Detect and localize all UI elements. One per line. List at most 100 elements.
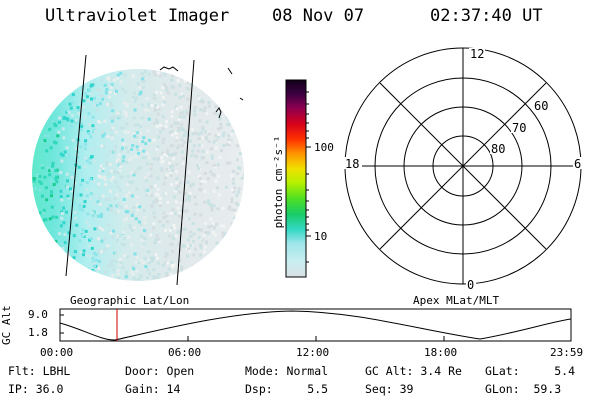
speckle-pixel	[87, 99, 91, 103]
speckle-pixel	[207, 225, 211, 229]
speckle-pixel	[94, 194, 98, 198]
speckle-pixel	[125, 114, 128, 118]
speckle-pixel	[115, 193, 119, 197]
speckle-pixel	[50, 205, 54, 209]
speckle-pixel	[100, 250, 103, 254]
speckle-pixel	[85, 181, 89, 184]
speckle-pixel	[93, 129, 97, 133]
speckle-pixel	[66, 194, 70, 198]
speckle-pixel	[139, 223, 143, 227]
speckle-pixel	[211, 221, 215, 225]
speckle-pixel	[178, 248, 182, 252]
coastline-fragment	[215, 107, 222, 119]
speckle-pixel	[178, 96, 182, 99]
speckle-pixel	[85, 159, 89, 163]
speckle-pixel	[146, 162, 150, 166]
speckle-pixel	[210, 208, 214, 212]
speckle-pixel	[103, 247, 107, 251]
speckle-pixel	[121, 243, 125, 246]
speckle-pixel	[146, 129, 150, 133]
speckle-pixel	[72, 256, 76, 260]
speckle-pixel	[100, 144, 104, 148]
speckle-pixel	[231, 181, 235, 185]
speckle-pixel	[164, 229, 167, 232]
speckle-pixel	[84, 92, 88, 96]
speckle-pixel	[62, 161, 66, 164]
speckle-pixel	[150, 204, 154, 208]
speckle-pixel	[133, 99, 137, 103]
speckle-pixel	[137, 277, 141, 281]
speckle-pixel	[186, 196, 190, 200]
speckle-pixel	[163, 72, 167, 76]
speckle-pixel	[178, 259, 182, 262]
glat-status: GLat: 5.4	[485, 364, 576, 378]
speckle-pixel	[127, 235, 131, 239]
speckle-pixel	[188, 139, 192, 143]
speckle-pixel	[113, 91, 117, 95]
speckle-pixel	[155, 147, 159, 151]
speckle-pixel	[180, 267, 184, 271]
speckle-pixel	[173, 189, 177, 193]
speckle-pixel	[121, 265, 125, 269]
speckle-pixel	[56, 211, 60, 215]
speckle-pixel	[68, 102, 72, 106]
speckle-pixel	[110, 133, 114, 137]
speckle-pixel	[139, 274, 143, 278]
speckle-pixel	[110, 169, 114, 173]
speckle-pixel	[126, 174, 130, 178]
speckle-pixel	[99, 93, 103, 97]
speckle-pixel	[131, 194, 134, 198]
speckle-pixel	[118, 234, 122, 238]
speckle-pixel	[149, 185, 153, 189]
speckle-pixel	[105, 88, 109, 92]
speckle-pixel	[216, 186, 219, 190]
speckle-pixel	[66, 108, 70, 112]
speckle-pixel	[99, 168, 102, 172]
speckle-pixel	[117, 276, 121, 280]
speckle-pixel	[104, 198, 108, 202]
speckle-pixel	[140, 72, 144, 75]
speckle-pixel	[180, 150, 184, 154]
speckle-pixel	[55, 215, 59, 219]
speckle-pixel	[95, 258, 99, 262]
speckle-pixel	[145, 193, 149, 197]
speckle-pixel	[108, 163, 112, 166]
speckle-pixel	[176, 146, 180, 150]
speckle-pixel	[106, 102, 109, 106]
speckle-pixel	[59, 224, 63, 228]
speckle-pixel	[165, 271, 169, 275]
speckle-pixel	[109, 116, 113, 120]
speckle-pixel	[199, 253, 202, 257]
speckle-pixel	[185, 112, 189, 116]
speckle-pixel	[89, 192, 93, 195]
speckle-pixel	[71, 93, 75, 97]
speckle-pixel	[118, 161, 122, 165]
speckle-pixel	[164, 176, 167, 180]
speckle-pixel	[180, 270, 184, 274]
speckle-pixel	[165, 88, 169, 92]
speckle-pixel	[158, 201, 162, 205]
speckle-pixel	[178, 115, 182, 119]
uv-image	[32, 54, 244, 286]
speckle-pixel	[136, 131, 140, 135]
speckle-pixel	[162, 96, 165, 100]
speckle-pixel	[178, 190, 182, 194]
speckle-pixel	[127, 130, 131, 134]
speckle-pixel	[83, 147, 87, 151]
speckle-pixel	[104, 183, 108, 187]
speckle-pixel	[80, 124, 84, 128]
speckle-pixel	[123, 243, 127, 247]
speckle-pixel	[41, 194, 44, 198]
speckle-pixel	[164, 192, 168, 196]
speckle-pixel	[184, 110, 188, 114]
speckle-pixel	[125, 216, 129, 220]
speckle-pixel	[179, 212, 183, 216]
speckle-pixel	[232, 190, 236, 194]
speckle-pixel	[230, 222, 234, 226]
speckle-pixel	[108, 149, 112, 153]
speckle-pixel	[134, 260, 138, 264]
speckle-pixel	[161, 115, 165, 119]
speckle-pixel	[106, 76, 109, 80]
image-panel-title: Geographic Lat/Lon	[70, 294, 190, 307]
speckle-pixel	[109, 128, 113, 132]
